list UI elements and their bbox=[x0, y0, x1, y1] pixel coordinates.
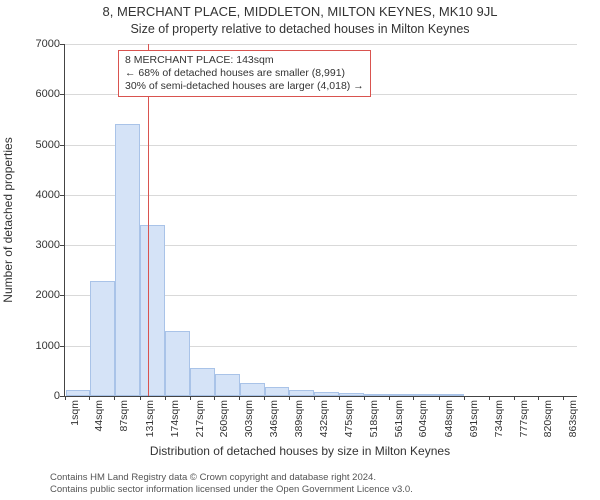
y-tick-label: 2000 bbox=[10, 289, 60, 301]
y-axis-label: Number of detached properties bbox=[1, 137, 15, 302]
histogram-bar bbox=[66, 390, 91, 396]
x-tick-label: 389sqm bbox=[293, 400, 305, 437]
x-tick-label: 518sqm bbox=[368, 400, 380, 437]
annotation-line: 30% of semi-detached houses are larger (… bbox=[125, 80, 364, 93]
histogram-bar bbox=[339, 393, 364, 396]
histogram-bar bbox=[439, 394, 464, 396]
x-tick-label: 475sqm bbox=[343, 400, 355, 437]
x-tick-label: 734sqm bbox=[493, 400, 505, 437]
annotation-box: 8 MERCHANT PLACE: 143sqm ← 68% of detach… bbox=[118, 50, 371, 97]
y-tick-label: 3000 bbox=[10, 239, 60, 251]
histogram-bar bbox=[289, 390, 314, 396]
x-tick-label: 44sqm bbox=[93, 400, 105, 432]
x-tick-label: 260sqm bbox=[218, 400, 230, 437]
histogram-bar bbox=[265, 387, 290, 396]
histogram-bar bbox=[314, 392, 339, 396]
chart-subtitle: Size of property relative to detached ho… bbox=[0, 22, 600, 36]
y-tick-label: 4000 bbox=[10, 189, 60, 201]
x-tick-label: 691sqm bbox=[468, 400, 480, 437]
x-tick-label: 777sqm bbox=[518, 400, 530, 437]
histogram-bar bbox=[165, 331, 190, 396]
y-tick-label: 0 bbox=[10, 390, 60, 402]
y-tick-label: 7000 bbox=[10, 38, 60, 50]
histogram-bar bbox=[364, 394, 389, 396]
x-tick-label: 346sqm bbox=[268, 400, 280, 437]
x-tick-label: 1sqm bbox=[69, 400, 81, 426]
y-tick-label: 1000 bbox=[10, 340, 60, 352]
chart-title: 8, MERCHANT PLACE, MIDDLETON, MILTON KEY… bbox=[0, 4, 600, 19]
x-tick-label: 820sqm bbox=[542, 400, 554, 437]
x-tick-label: 432sqm bbox=[318, 400, 330, 437]
x-tick-label: 303sqm bbox=[243, 400, 255, 437]
x-tick-label: 863sqm bbox=[567, 400, 579, 437]
histogram-bar bbox=[389, 394, 414, 396]
footer-line: Contains public sector information licen… bbox=[50, 484, 413, 496]
histogram-bar bbox=[90, 281, 115, 396]
x-tick-label: 561sqm bbox=[393, 400, 405, 437]
footer-line: Contains HM Land Registry data © Crown c… bbox=[50, 472, 413, 484]
x-tick-label: 217sqm bbox=[194, 400, 206, 437]
histogram-bar bbox=[115, 124, 140, 396]
x-tick-label: 131sqm bbox=[144, 400, 156, 437]
annotation-line: 8 MERCHANT PLACE: 143sqm bbox=[125, 54, 364, 67]
x-tick-label: 604sqm bbox=[417, 400, 429, 437]
x-tick-label: 174sqm bbox=[169, 400, 181, 437]
histogram-bar bbox=[215, 374, 240, 396]
chart-root: { "title": "8, MERCHANT PLACE, MIDDLETON… bbox=[0, 0, 600, 500]
y-tick-label: 6000 bbox=[10, 88, 60, 100]
y-tick-label: 5000 bbox=[10, 139, 60, 151]
x-tick-label: 648sqm bbox=[443, 400, 455, 437]
histogram-bar bbox=[190, 368, 215, 396]
footer: Contains HM Land Registry data © Crown c… bbox=[50, 472, 413, 496]
histogram-bar bbox=[140, 225, 165, 396]
histogram-bar bbox=[240, 383, 265, 396]
x-axis-label: Distribution of detached houses by size … bbox=[0, 444, 600, 458]
histogram-bar bbox=[414, 394, 439, 396]
annotation-line: ← 68% of detached houses are smaller (8,… bbox=[125, 67, 364, 80]
x-tick-label: 87sqm bbox=[118, 400, 130, 432]
